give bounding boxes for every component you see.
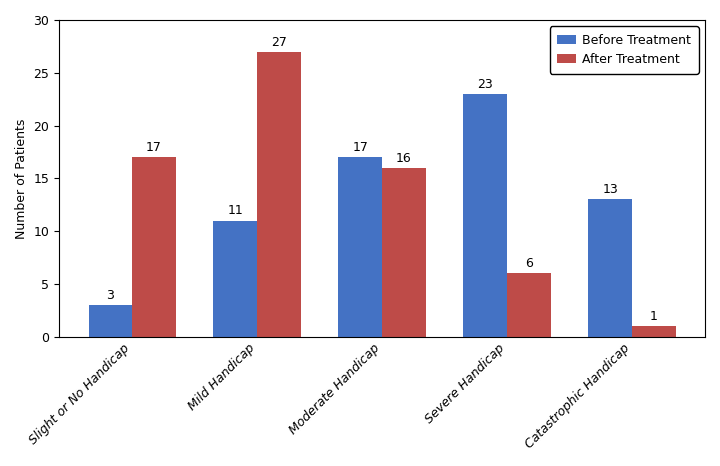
Bar [463, 94, 507, 337]
Text: 23: 23 [477, 78, 493, 91]
Text: 1: 1 [650, 310, 657, 323]
Bar [89, 305, 132, 337]
Text: 17: 17 [352, 141, 368, 154]
Text: 6: 6 [525, 257, 533, 270]
Bar [257, 52, 301, 337]
Text: 16: 16 [396, 151, 412, 164]
Legend: Before Treatment, After Treatment: Before Treatment, After Treatment [550, 26, 698, 74]
Bar [632, 326, 675, 337]
Text: 13: 13 [602, 183, 618, 196]
Text: 17: 17 [146, 141, 162, 154]
Text: 11: 11 [228, 205, 243, 218]
Bar [588, 199, 632, 337]
Bar [507, 274, 551, 337]
Y-axis label: Number of Patients: Number of Patients [15, 118, 28, 239]
Text: 3: 3 [107, 289, 114, 302]
Bar [132, 157, 176, 337]
Bar [382, 168, 426, 337]
Bar [213, 220, 257, 337]
Text: 27: 27 [271, 35, 287, 48]
Bar [338, 157, 382, 337]
